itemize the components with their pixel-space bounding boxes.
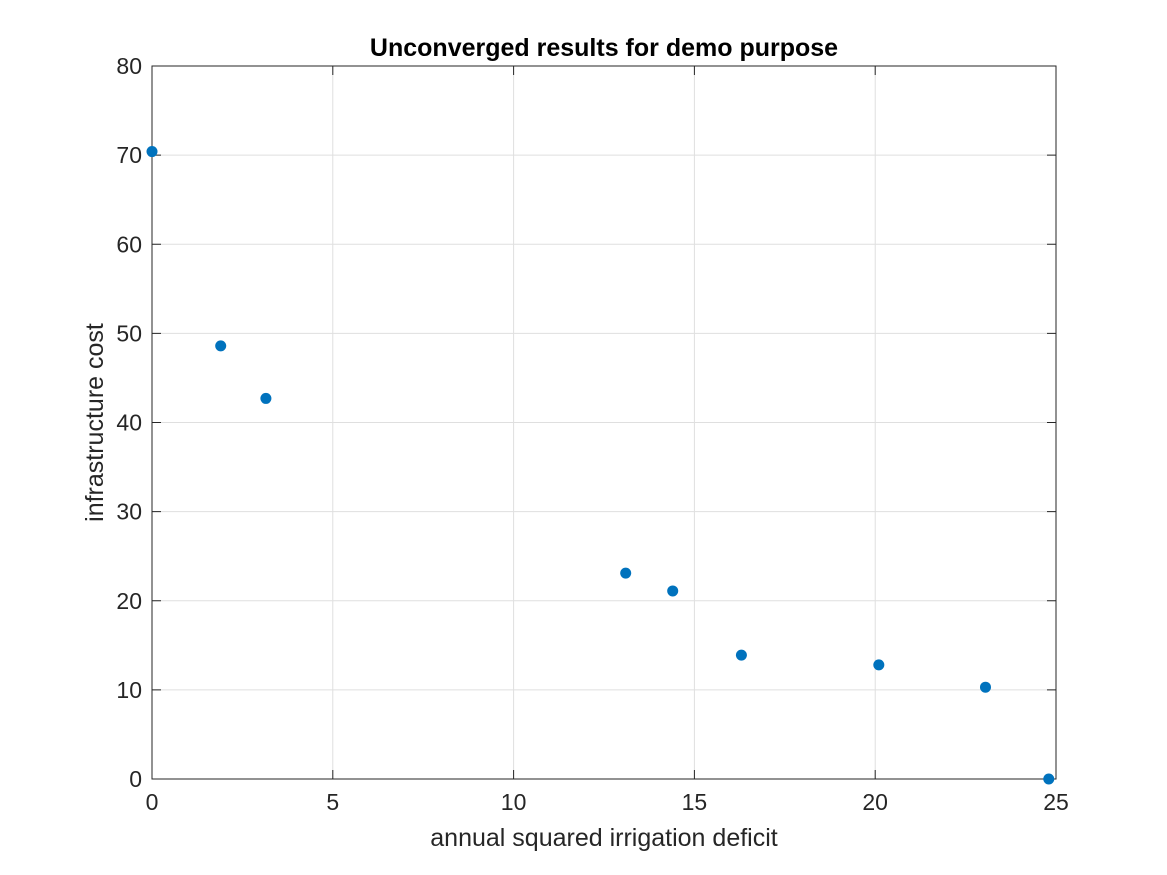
data-point <box>146 146 158 158</box>
y-tick-label: 70 <box>116 142 142 168</box>
y-tick-label: 20 <box>116 588 142 614</box>
data-point <box>260 392 272 404</box>
x-tick-label: 0 <box>146 789 159 815</box>
x-axis-label: annual squared irrigation deficit <box>430 824 777 852</box>
data-point <box>735 649 747 661</box>
x-tick-labels: 0 5 10 15 20 25 <box>146 789 1069 815</box>
x-tick-label: 20 <box>862 789 888 815</box>
data-point <box>620 567 632 579</box>
y-tick-label: 10 <box>116 677 142 703</box>
x-tick-label: 15 <box>682 789 708 815</box>
y-tick-label: 0 <box>129 766 142 792</box>
grid <box>151 65 1057 780</box>
chart-title: Unconverged results for demo purpose <box>370 34 838 62</box>
data-point <box>215 340 227 352</box>
y-tick-label: 30 <box>116 499 142 525</box>
y-tick-labels: 0 10 20 30 40 50 60 70 80 <box>116 53 142 792</box>
data-point <box>667 585 679 597</box>
y-tick-label: 80 <box>116 53 142 79</box>
y-tick-label: 50 <box>116 320 142 346</box>
x-tick-label: 10 <box>501 789 527 815</box>
x-tick-label: 25 <box>1043 789 1069 815</box>
plot-area-frame <box>151 65 1057 780</box>
y-axis-label: infrastructure cost <box>81 323 109 522</box>
data-points <box>146 146 1055 785</box>
data-point <box>1043 773 1055 785</box>
y-tick-label: 40 <box>116 410 142 436</box>
data-point <box>979 681 991 693</box>
y-tick-label: 60 <box>116 231 142 257</box>
x-tick-label: 5 <box>326 789 339 815</box>
data-point <box>873 659 885 671</box>
